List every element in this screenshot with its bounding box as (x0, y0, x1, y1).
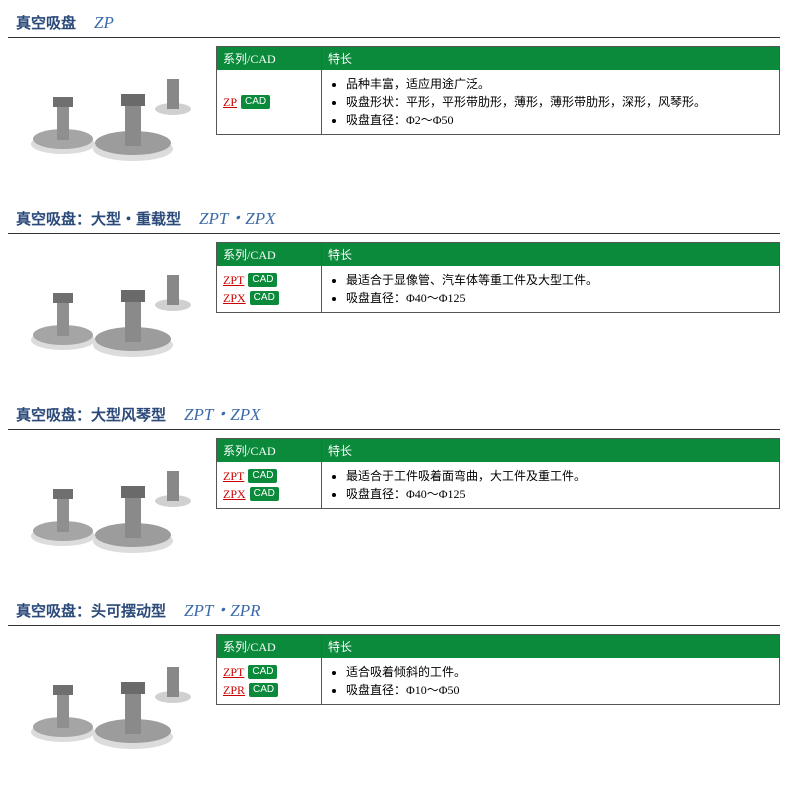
cad-badge[interactable]: CAD (249, 683, 278, 697)
series-cell: ZP CAD (217, 70, 322, 134)
series-entry: ZPT CAD (223, 469, 277, 484)
series-cad-header: 系列/CAD (217, 635, 322, 658)
series-cad-header: 系列/CAD (217, 439, 322, 462)
product-image (8, 632, 208, 772)
feature-item: 最适合于工件吸着面弯曲，大工件及重工件。 (346, 467, 771, 485)
series-entry: ZPR CAD (223, 683, 278, 698)
section-title-en: ZPT・ZPX (199, 209, 276, 228)
series-entry: ZPX CAD (223, 487, 279, 502)
feature-item: 吸盘直径：Φ40～Φ125 (346, 485, 771, 503)
spec-header-row: 系列/CAD特长 (217, 635, 779, 658)
series-entry: ZP CAD (223, 95, 270, 110)
section-title-en: ZP (94, 13, 114, 32)
feature-item: 适合吸着倾斜的工件。 (346, 663, 771, 681)
cad-badge[interactable]: CAD (250, 487, 279, 501)
section-title-zh: 真空吸盘：大型・重载型 (16, 211, 181, 228)
section-title-en: ZPT・ZPX (184, 405, 261, 424)
feature-item: 吸盘直径：Φ40～Φ125 (346, 289, 771, 307)
cad-badge[interactable]: CAD (248, 469, 277, 483)
feature-item: 吸盘直径：Φ10～Φ50 (346, 681, 771, 699)
series-cad-header: 系列/CAD (217, 243, 322, 266)
series-link[interactable]: ZPT (223, 469, 244, 484)
series-cad-header: 系列/CAD (217, 47, 322, 70)
product-image (8, 240, 208, 380)
cad-badge[interactable]: CAD (248, 665, 277, 679)
features-cell: 适合吸着倾斜的工件。吸盘直径：Φ10～Φ50 (322, 658, 779, 704)
spec-table: 系列/CAD特长ZPTCADZPXCAD最适合于工件吸着面弯曲，大工件及重工件。… (216, 438, 780, 509)
features-cell: 最适合于工件吸着面弯曲，大工件及重工件。吸盘直径：Φ40～Φ125 (322, 462, 779, 508)
product-section: 真空吸盘：头可摆动型ZPT・ZPR系列/CAD特长ZPTCADZPRCAD适合吸… (0, 594, 788, 772)
series-cell: ZPTCADZPXCAD (217, 462, 322, 508)
features-cell: 品种丰富，适应用途广泛。吸盘形状：平形，平形带肋形，薄形，薄形带肋形，深形，风琴… (322, 70, 779, 134)
feature-item: 吸盘形状：平形，平形带肋形，薄形，薄形带肋形，深形，风琴形。 (346, 93, 771, 111)
section-body: 系列/CAD特长ZPTCADZPXCAD最适合于显像管、汽车体等重工件及大型工件… (0, 240, 788, 380)
series-entry: ZPX CAD (223, 291, 279, 306)
product-section: 真空吸盘：大型风琴型ZPT・ZPX系列/CAD特长ZPTCADZPXCAD最适合… (0, 398, 788, 576)
section-header: 真空吸盘 ZP (8, 10, 780, 38)
product-section: 真空吸盘 ZP 系列/CAD特长 ZP CAD 品种丰富，适应用途广泛。吸盘形状：平形，平… (0, 10, 788, 184)
features-list: 适合吸着倾斜的工件。吸盘直径：Φ10～Φ50 (330, 663, 771, 699)
spec-body-row: ZPTCADZPXCAD最适合于显像管、汽车体等重工件及大型工件。吸盘直径：Φ4… (217, 266, 779, 312)
series-entry: ZPT CAD (223, 665, 277, 680)
section-body: 系列/CAD特长ZPTCADZPXCAD最适合于工件吸着面弯曲，大工件及重工件。… (0, 436, 788, 576)
feature-item: 吸盘直径：Φ2～Φ50 (346, 111, 771, 129)
section-title-en: ZPT・ZPR (184, 601, 261, 620)
series-entry: ZPT CAD (223, 273, 277, 288)
cad-badge[interactable]: CAD (241, 95, 270, 109)
spec-table: 系列/CAD特长 ZP CAD 品种丰富，适应用途广泛。吸盘形状：平形，平形带肋形，薄… (216, 46, 780, 135)
series-cell: ZPTCADZPRCAD (217, 658, 322, 704)
section-body: 系列/CAD特长ZPTCADZPRCAD适合吸着倾斜的工件。吸盘直径：Φ10～Φ… (0, 632, 788, 772)
feature-item: 最适合于显像管、汽车体等重工件及大型工件。 (346, 271, 771, 289)
spec-header-row: 系列/CAD特长 (217, 439, 779, 462)
features-header: 特长 (322, 635, 779, 658)
features-list: 品种丰富，适应用途广泛。吸盘形状：平形，平形带肋形，薄形，薄形带肋形，深形，风琴… (330, 75, 771, 129)
features-header: 特长 (322, 439, 779, 462)
spec-body-row: ZP CAD 品种丰富，适应用途广泛。吸盘形状：平形，平形带肋形，薄形，薄形带肋形，… (217, 70, 779, 134)
features-list: 最适合于显像管、汽车体等重工件及大型工件。吸盘直径：Φ40～Φ125 (330, 271, 771, 307)
section-body: 系列/CAD特长 ZP CAD 品种丰富，适应用途广泛。吸盘形状：平形，平形带肋形，薄… (0, 44, 788, 184)
features-header: 特长 (322, 243, 779, 266)
features-header: 特长 (322, 47, 779, 70)
features-list: 最适合于工件吸着面弯曲，大工件及重工件。吸盘直径：Φ40～Φ125 (330, 467, 771, 503)
product-section: 真空吸盘：大型・重载型ZPT・ZPX系列/CAD特长ZPTCADZPXCAD最适… (0, 202, 788, 380)
section-header: 真空吸盘：大型风琴型 ZPT・ZPX (8, 398, 780, 430)
series-link[interactable]: ZPT (223, 665, 244, 680)
features-cell: 最适合于显像管、汽车体等重工件及大型工件。吸盘直径：Φ40～Φ125 (322, 266, 779, 312)
section-header: 真空吸盘：大型・重载型 ZPT・ZPX (8, 202, 780, 234)
section-header: 真空吸盘：头可摆动型 ZPT・ZPR (8, 594, 780, 626)
spec-header-row: 系列/CAD特长 (217, 243, 779, 266)
series-cell: ZPTCADZPXCAD (217, 266, 322, 312)
series-link[interactable]: ZPR (223, 683, 245, 698)
series-link[interactable]: ZPT (223, 273, 244, 288)
spec-header-row: 系列/CAD特长 (217, 47, 779, 70)
series-link[interactable]: ZPX (223, 291, 246, 306)
section-title-zh: 真空吸盘 (16, 15, 76, 32)
cad-badge[interactable]: CAD (248, 273, 277, 287)
product-image (8, 44, 208, 184)
feature-item: 品种丰富，适应用途广泛。 (346, 75, 771, 93)
spec-table: 系列/CAD特长ZPTCADZPXCAD最适合于显像管、汽车体等重工件及大型工件… (216, 242, 780, 313)
series-link[interactable]: ZPX (223, 487, 246, 502)
section-title-zh: 真空吸盘：大型风琴型 (16, 407, 166, 424)
cad-badge[interactable]: CAD (250, 291, 279, 305)
spec-table: 系列/CAD特长ZPTCADZPRCAD适合吸着倾斜的工件。吸盘直径：Φ10～Φ… (216, 634, 780, 705)
section-title-zh: 真空吸盘：头可摆动型 (16, 603, 166, 620)
product-image (8, 436, 208, 576)
spec-body-row: ZPTCADZPRCAD适合吸着倾斜的工件。吸盘直径：Φ10～Φ50 (217, 658, 779, 704)
series-link[interactable]: ZP (223, 95, 237, 110)
spec-body-row: ZPTCADZPXCAD最适合于工件吸着面弯曲，大工件及重工件。吸盘直径：Φ40… (217, 462, 779, 508)
